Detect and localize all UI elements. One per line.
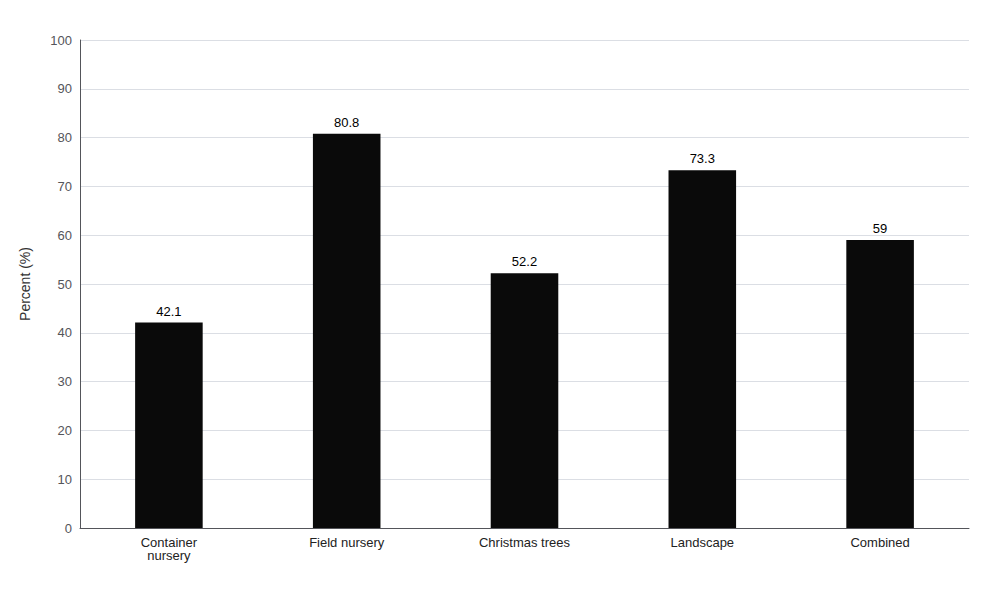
svg-text:80.8: 80.8: [334, 115, 359, 130]
svg-text:20: 20: [58, 423, 72, 438]
svg-text:Field nursery: Field nursery: [309, 535, 385, 550]
svg-text:Percent (%): Percent (%): [17, 247, 33, 321]
svg-text:59: 59: [873, 221, 887, 236]
svg-text:nursery: nursery: [147, 548, 191, 563]
svg-text:52.2: 52.2: [512, 254, 537, 269]
svg-text:0: 0: [65, 521, 72, 536]
svg-text:30: 30: [58, 374, 72, 389]
svg-text:100: 100: [50, 33, 72, 48]
svg-text:40: 40: [58, 325, 72, 340]
svg-text:80: 80: [58, 130, 72, 145]
svg-text:60: 60: [58, 228, 72, 243]
svg-text:10: 10: [58, 472, 72, 487]
svg-text:Christmas trees: Christmas trees: [479, 535, 571, 550]
svg-text:Container: Container: [140, 535, 198, 550]
svg-text:90: 90: [58, 81, 72, 96]
svg-text:42.1: 42.1: [156, 304, 181, 319]
svg-text:50: 50: [58, 277, 72, 292]
svg-text:Landscape: Landscape: [670, 535, 734, 550]
svg-text:73.3: 73.3: [690, 151, 715, 166]
svg-text:Combined: Combined: [850, 535, 909, 550]
svg-text:70: 70: [58, 179, 72, 194]
